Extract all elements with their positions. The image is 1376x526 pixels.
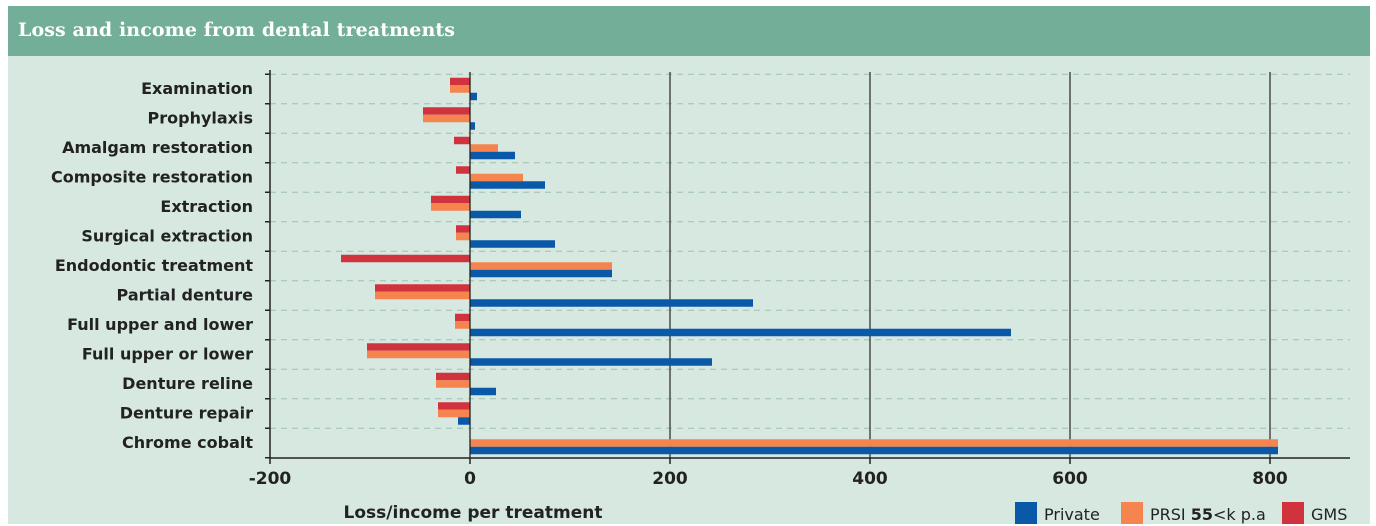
bar-gms (431, 195, 470, 204)
chart-title: Loss and income from dental treatments (18, 19, 456, 41)
chart-frame: Loss and income from dental treatments (8, 6, 1370, 524)
bar-private (470, 387, 496, 396)
legend-label: GMS (1311, 505, 1347, 524)
category-label: Surgical extraction (81, 227, 253, 246)
bar-gms (454, 136, 470, 145)
x-tick-label: 800 (1252, 469, 1288, 489)
category-label: Prophylaxis (148, 109, 254, 128)
category-label: Partial denture (117, 286, 254, 305)
bar-prsi (470, 262, 612, 270)
bar-private (470, 92, 477, 101)
bar-gms (436, 372, 470, 381)
bar-gms (450, 77, 470, 86)
bar-private (470, 240, 555, 248)
bar-private (470, 210, 521, 219)
category-label: Composite restoration (51, 168, 253, 187)
bar-gms (341, 254, 470, 263)
bar-prsi (423, 114, 470, 123)
category-label: Denture reline (122, 374, 253, 393)
category-label: Extraction (160, 197, 253, 216)
bar-prsi (470, 439, 1278, 447)
bar-prsi (450, 85, 470, 93)
category-label: Endodontic treatment (55, 256, 254, 275)
x-axis-title: Loss/income per treatment (344, 503, 603, 523)
x-tick-label: 200 (652, 469, 688, 489)
x-tick-label: 400 (852, 469, 888, 489)
bar-prsi (431, 203, 470, 211)
bar-prsi (436, 380, 470, 388)
bar-gms (367, 343, 470, 351)
legend-swatch (1015, 502, 1037, 524)
bar-private (470, 358, 712, 366)
bar-private (470, 446, 1278, 455)
bar-private (470, 151, 515, 160)
legend-swatch (1282, 502, 1304, 524)
legend-label: Private (1044, 505, 1100, 524)
bar-private (470, 269, 612, 278)
bar-prsi (456, 232, 470, 241)
x-tick-label: 600 (1052, 469, 1088, 489)
legend-swatch (1121, 502, 1143, 524)
bar-gms (375, 284, 470, 292)
bar-prsi (438, 409, 470, 418)
bar-private (470, 181, 545, 189)
legend-label: PRSI 55<k p.a (1150, 505, 1266, 524)
bar-private (470, 299, 753, 307)
bar-prsi (455, 321, 470, 329)
category-label: Full upper and lower (67, 315, 253, 334)
bar-prsi (367, 350, 470, 359)
bar-private (470, 122, 475, 130)
bar-gms (455, 313, 470, 322)
bar-private (458, 417, 470, 425)
category-label: Chrome cobalt (122, 433, 253, 452)
bar-prsi (470, 173, 523, 182)
category-label: Denture repair (120, 404, 253, 423)
category-label: Full upper or lower (82, 345, 253, 364)
bar-gms (456, 166, 470, 174)
bar-gms (423, 107, 470, 115)
category-label: Amalgam restoration (62, 138, 253, 157)
chart-header: Loss and income from dental treatments (8, 6, 1370, 56)
category-label: Examination (141, 79, 253, 98)
bar-private (470, 328, 1011, 337)
x-tick-label: 0 (464, 469, 476, 489)
bar-gms (456, 225, 470, 233)
x-tick-label: -200 (249, 469, 292, 489)
bar-prsi (470, 144, 498, 152)
bar-prsi (375, 291, 470, 300)
bar-gms (438, 402, 470, 410)
